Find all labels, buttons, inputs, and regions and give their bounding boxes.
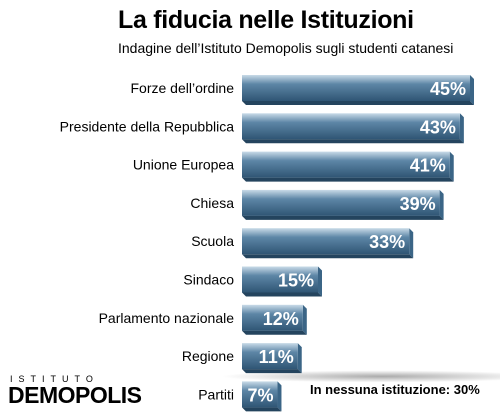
- category-label: Parlamento nazionale: [99, 310, 235, 326]
- chart-title: La fiducia nelle Istituzioni: [118, 6, 414, 34]
- bar-group: Forze dell’ordine 45%: [131, 75, 474, 105]
- value-label: 33%: [369, 232, 405, 252]
- value-label: 12%: [263, 309, 299, 329]
- logo-main-text: DEMOPOLIS: [8, 382, 142, 408]
- value-label: 43%: [420, 117, 456, 137]
- category-label: Sindaco: [183, 272, 234, 288]
- bar: [242, 381, 278, 408]
- bar: [242, 266, 318, 293]
- bar-bottom: [242, 177, 454, 182]
- bar: [242, 151, 450, 178]
- bar-bottom: [242, 292, 322, 297]
- value-label: 15%: [278, 271, 314, 291]
- bar-side: [439, 189, 444, 220]
- bar-side: [302, 304, 307, 335]
- category-label: Regione: [182, 348, 234, 364]
- bar-side: [470, 75, 474, 105]
- bar-side: [449, 151, 454, 182]
- category-label: Unione Europea: [133, 157, 234, 173]
- bar: [242, 228, 410, 255]
- bar-bottom: [242, 101, 474, 105]
- bar-group: Parlamento nazionale 12%: [99, 304, 307, 335]
- category-label: Partiti: [198, 386, 234, 402]
- bar-bottom: [242, 139, 464, 144]
- bar-side: [459, 113, 464, 144]
- bar-side: [277, 381, 282, 412]
- chart-floor-shadow: [222, 370, 500, 383]
- bar-bottom: [242, 369, 302, 374]
- bar-side: [297, 343, 302, 374]
- bar: [242, 75, 470, 101]
- bar-side: [318, 266, 322, 297]
- value-label: 39%: [400, 194, 436, 214]
- value-label: 7%: [247, 385, 273, 405]
- bar: [242, 113, 460, 140]
- bar-bottom: [242, 407, 282, 412]
- value-label: 45%: [430, 79, 466, 99]
- bar-group: Scuola 33%: [191, 228, 414, 259]
- category-label: Scuola: [191, 233, 234, 249]
- category-label: Chiesa: [190, 195, 234, 211]
- bar-bottom: [242, 330, 307, 335]
- value-label: 11%: [259, 347, 294, 367]
- bar-bottom: [242, 215, 444, 220]
- bar: [242, 304, 303, 331]
- bar-group: Sindaco 15%: [183, 266, 322, 297]
- category-label: Presidente della Repubblica: [60, 118, 235, 134]
- chart-note: In nessuna istituzione: 30%: [310, 382, 480, 397]
- bar-group: Presidente della Repubblica 43%: [60, 113, 464, 144]
- logo-top-text: ISTITUTO: [10, 374, 99, 384]
- bar-group: Chiesa 39%: [190, 189, 444, 220]
- bar: [242, 189, 440, 216]
- bar-group: Unione Europea 41%: [133, 151, 454, 182]
- bar-group: Regione 11%: [182, 343, 302, 374]
- bar-bottom: [242, 254, 414, 259]
- bar: [242, 343, 298, 370]
- value-label: 41%: [410, 156, 446, 176]
- chart-subtitle: Indagine dell’Istituto Demopolis sugli s…: [118, 40, 454, 56]
- bar-group: Partiti 7%: [198, 381, 282, 412]
- bar-side: [409, 228, 414, 259]
- category-label: Forze dell’ordine: [131, 80, 235, 96]
